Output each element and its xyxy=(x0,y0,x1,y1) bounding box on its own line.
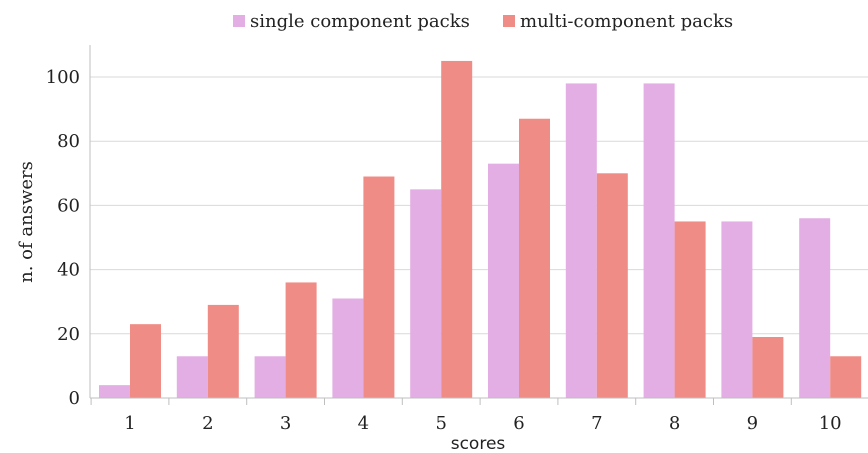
y-tick-label: 40 xyxy=(57,260,80,281)
x-tick-label: 6 xyxy=(513,413,524,434)
legend-label-multi: multi-component packs xyxy=(520,11,733,32)
bar-single-4 xyxy=(332,298,364,398)
x-tick-label: 3 xyxy=(280,413,291,434)
bar-single-10 xyxy=(799,218,831,398)
x-tick-label: 1 xyxy=(124,413,135,434)
y-tick-label: 0 xyxy=(69,388,80,409)
bar-multi-2 xyxy=(207,304,239,398)
x-tick-label: 7 xyxy=(591,413,602,434)
bar-multi-9 xyxy=(752,337,784,398)
bar-multi-4 xyxy=(363,176,395,398)
legend-swatch-multi xyxy=(503,15,515,27)
bar-multi-8 xyxy=(674,221,706,398)
x-tick-label: 9 xyxy=(747,413,758,434)
y-axis-title: n. of answers xyxy=(16,161,37,283)
x-axis-title: scores xyxy=(451,434,506,453)
y-tick-labels: 0 20 40 60 80 100 xyxy=(46,67,80,409)
y-tick-label: 20 xyxy=(57,324,80,345)
bar-single-1 xyxy=(99,385,130,398)
bar-multi-10 xyxy=(830,356,862,398)
y-tick-label: 60 xyxy=(57,195,80,216)
bars xyxy=(99,60,862,399)
legend-swatch-single xyxy=(233,15,245,27)
x-tick-label: 10 xyxy=(819,413,842,434)
bar-single-7 xyxy=(565,83,597,399)
bar-single-8 xyxy=(643,83,675,399)
bar-single-2 xyxy=(176,356,208,398)
x-tick-labels: 1 2 3 4 5 6 7 8 9 10 xyxy=(124,413,841,434)
x-tick-label: 4 xyxy=(358,413,369,434)
x-tick-label: 5 xyxy=(435,413,446,434)
x-tick-label: 2 xyxy=(202,413,213,434)
y-tick-label: 80 xyxy=(57,131,80,152)
y-tick-label: 100 xyxy=(46,67,80,88)
bar-single-9 xyxy=(721,221,753,398)
bar-multi-6 xyxy=(519,118,550,398)
legend: single component packs multi-component p… xyxy=(233,11,733,32)
bar-single-5 xyxy=(410,189,442,398)
bar-single-6 xyxy=(488,163,519,398)
x-tick-label: 8 xyxy=(669,413,680,434)
bar-multi-3 xyxy=(285,282,317,398)
bar-multi-7 xyxy=(596,173,628,398)
axes xyxy=(89,45,868,405)
legend-label-single: single component packs xyxy=(250,11,470,32)
bar-multi-5 xyxy=(441,60,473,398)
bar-single-3 xyxy=(254,356,286,398)
bar-multi-1 xyxy=(130,324,161,398)
